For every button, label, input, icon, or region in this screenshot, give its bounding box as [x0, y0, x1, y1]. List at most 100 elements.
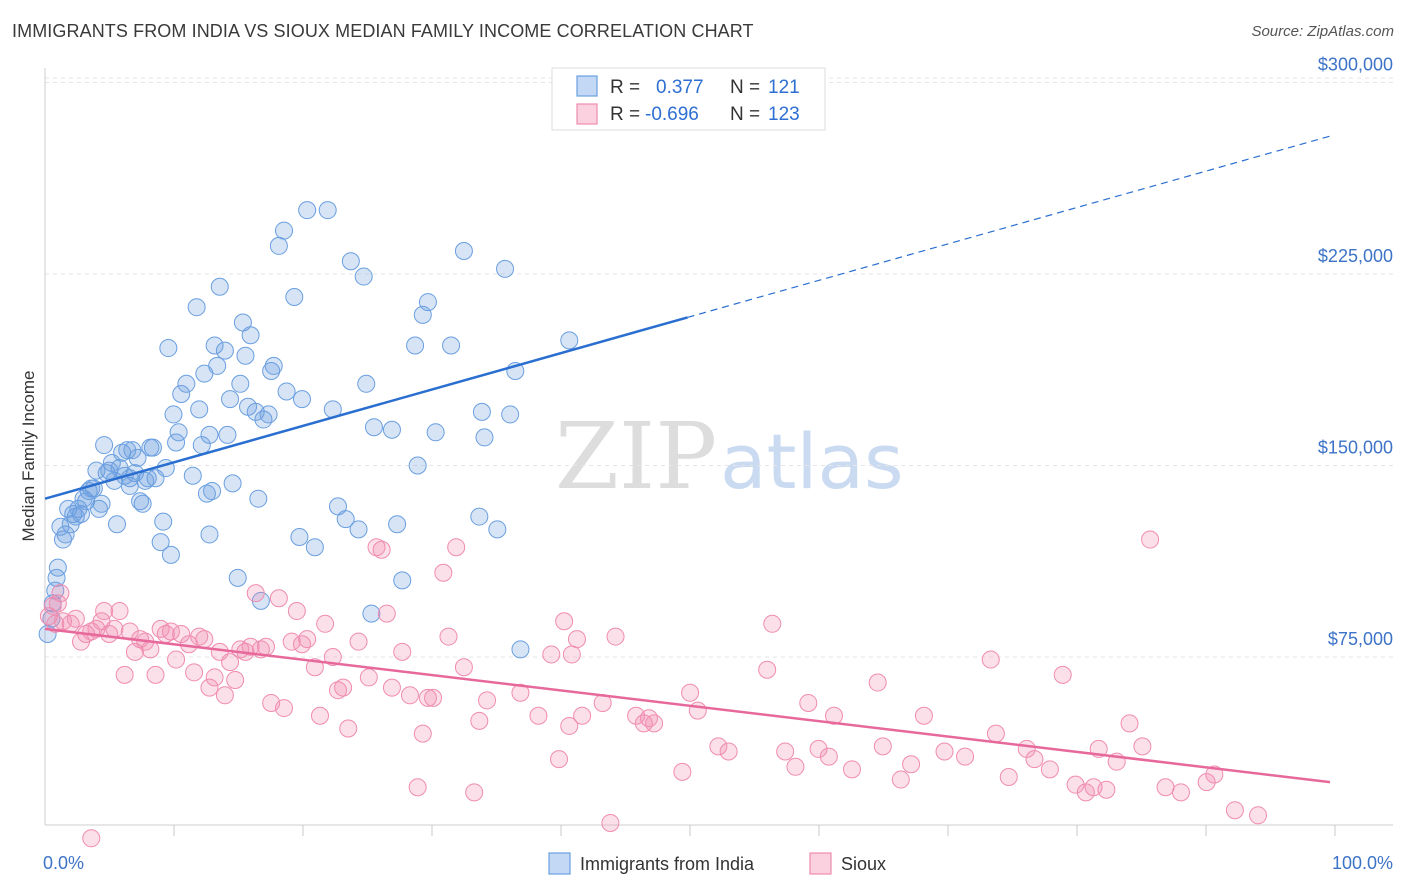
sioux-point — [195, 630, 214, 649]
india-point — [349, 520, 368, 539]
sioux-point — [902, 755, 921, 774]
india-point — [560, 331, 579, 350]
grid — [45, 77, 1393, 658]
axes — [44, 68, 1393, 826]
india-point — [408, 456, 427, 475]
sioux-point — [681, 683, 700, 702]
india-point — [249, 489, 268, 508]
india-point — [183, 466, 202, 485]
x-tick-label-max: 100.0% — [1332, 853, 1393, 873]
bottom-legend-label-sioux: Sioux — [841, 854, 886, 874]
source-label: Source: ZipAtlas.com — [1251, 23, 1394, 40]
sioux-point — [316, 614, 335, 633]
india-point — [496, 259, 515, 278]
india-point — [277, 382, 296, 401]
y-tick-label: $75,000 — [1328, 629, 1393, 649]
sioux-point — [645, 714, 664, 733]
sioux-point — [269, 589, 288, 608]
x-ticks — [173, 825, 1336, 836]
india-point — [354, 267, 373, 286]
india-point — [336, 510, 355, 529]
sioux-point — [323, 648, 342, 666]
india-point — [197, 484, 216, 503]
india-trend-line — [44, 316, 688, 500]
india-point — [133, 494, 152, 513]
india-point — [393, 571, 412, 590]
india-point — [159, 339, 178, 358]
india-point — [231, 374, 250, 393]
sioux-point — [1171, 783, 1190, 802]
sioux-point — [956, 747, 975, 766]
india-point — [172, 385, 191, 404]
legend-n-value-sioux: 123 — [768, 104, 800, 125]
india-point — [218, 425, 237, 444]
sioux-point — [1066, 775, 1085, 794]
sioux-point — [367, 538, 386, 557]
watermark-zip: ZIP — [555, 403, 717, 510]
sioux-point — [562, 645, 581, 664]
sioux-point — [215, 686, 234, 705]
sioux-point — [257, 637, 276, 656]
sioux-point — [639, 709, 658, 728]
sioux-point — [282, 632, 301, 651]
india-point — [154, 512, 173, 531]
sioux-point — [1053, 665, 1072, 684]
india-point — [442, 336, 461, 355]
sioux-point — [1133, 737, 1152, 756]
india-point — [69, 499, 88, 518]
sioux-point — [550, 750, 568, 769]
sioux-point — [115, 665, 134, 684]
india-point — [236, 346, 255, 365]
legend-swatch-sioux — [576, 103, 598, 125]
sioux-point — [105, 619, 124, 638]
india-point — [210, 277, 229, 296]
india-point — [501, 405, 520, 424]
india-point — [262, 362, 281, 381]
sioux-point — [1025, 750, 1044, 769]
sioux-point — [146, 665, 165, 684]
sioux-point — [634, 714, 653, 733]
sioux-point — [1225, 801, 1244, 820]
legend-n-label-sioux: N = — [730, 104, 760, 125]
india-point — [169, 423, 188, 442]
india-point — [406, 336, 425, 355]
india-point — [475, 428, 494, 447]
sioux-point — [221, 653, 240, 672]
sioux-point — [151, 619, 170, 638]
india-point — [118, 441, 137, 460]
india-point — [305, 538, 324, 557]
sioux-point — [172, 625, 191, 644]
sioux-point — [246, 584, 265, 603]
india-point — [92, 494, 111, 513]
india-points — [38, 201, 579, 659]
sioux-point — [95, 602, 114, 621]
india-point — [228, 568, 247, 587]
sioux-point — [560, 716, 579, 735]
sioux-point — [1156, 778, 1175, 797]
india-point — [388, 515, 407, 534]
india-point — [362, 604, 381, 623]
legend-r-label-sioux: R = — [610, 104, 640, 125]
sioux-point — [393, 642, 412, 661]
india-point — [285, 287, 304, 306]
india-point — [177, 374, 196, 393]
sioux-point — [981, 650, 1000, 669]
india-point — [205, 336, 224, 355]
india-point — [208, 356, 227, 375]
sioux-point — [447, 538, 466, 557]
india-point — [167, 433, 186, 452]
india-point — [203, 482, 222, 501]
watermark-atlas: atlas — [720, 417, 904, 506]
bottom-legend-label-india: Immigrants from India — [580, 854, 755, 874]
india-point — [164, 405, 183, 424]
sioux-point — [454, 658, 473, 677]
sioux-point — [529, 706, 548, 725]
india-point — [418, 293, 437, 312]
sioux-point — [1205, 765, 1224, 784]
india-point — [95, 436, 114, 455]
sioux-point — [1141, 530, 1160, 549]
sioux-point — [542, 645, 561, 664]
sioux-point — [935, 742, 954, 761]
india-point — [48, 558, 67, 577]
